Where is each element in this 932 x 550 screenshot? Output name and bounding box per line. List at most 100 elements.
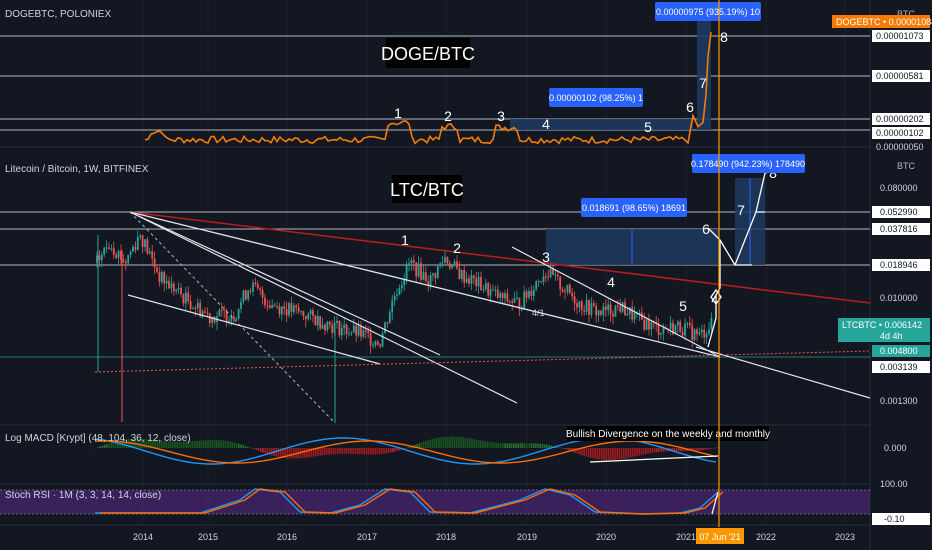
candle-body: [614, 305, 617, 317]
macd-bar: [275, 448, 277, 457]
candle-body: [364, 330, 367, 332]
macd-bar: [106, 443, 108, 448]
macd-bar: [603, 448, 605, 461]
macd-bar: [629, 448, 632, 458]
macd-bar: [332, 448, 335, 455]
macd-bar: [546, 444, 548, 448]
candle-body: [136, 236, 139, 250]
candle-body: [355, 325, 358, 336]
macd-bar: [189, 441, 192, 448]
candle-body: [484, 283, 487, 290]
macd-bar: [565, 448, 568, 450]
macd-bar: [561, 448, 563, 449]
candle-body: [468, 278, 470, 284]
candle-body: [588, 299, 590, 315]
red-resistance-trendline: [129, 211, 871, 304]
macd-bar: [359, 448, 361, 455]
macd-bar: [260, 448, 262, 452]
macd-bar: [574, 448, 577, 453]
candle-body: [482, 289, 485, 291]
candle-body: [225, 310, 228, 323]
macd-bar: [178, 441, 181, 448]
candle-body: [607, 304, 610, 310]
candle-body: [535, 281, 538, 290]
candle-body: [182, 294, 185, 304]
candle-body: [456, 261, 458, 269]
macd-bar: [521, 443, 524, 448]
candle-body: [357, 326, 360, 336]
wave-label: 1: [394, 105, 402, 121]
doge-currency: BTC: [897, 9, 916, 19]
candle-body: [700, 329, 703, 333]
doge-panel-title: DOGEBTC, POLONIEX: [5, 9, 111, 20]
macd-bar: [473, 439, 475, 448]
candle-body: [681, 331, 684, 336]
macd-bar: [658, 448, 660, 452]
macd-bar: [152, 439, 154, 448]
macd-bar: [515, 443, 517, 448]
macd-bar: [319, 448, 321, 456]
candle-body: [679, 321, 682, 332]
candle-body: [552, 268, 554, 275]
dotted-support-line: [94, 350, 871, 373]
candle-body: [326, 321, 329, 331]
candle-body: [381, 333, 384, 347]
wave-label: 7: [699, 75, 707, 91]
dashed-fan-trendline: [129, 211, 336, 424]
doge-level: 0.00000050: [876, 142, 924, 152]
macd-bar: [383, 448, 385, 454]
macd-bar: [656, 448, 658, 453]
macd-bar: [282, 448, 284, 458]
macd-bar: [559, 447, 561, 449]
wave-label: 1: [401, 232, 409, 248]
macd-bar: [526, 443, 528, 448]
candle-body: [616, 305, 619, 307]
candle-body: [309, 310, 312, 315]
macd-bar: [627, 448, 629, 458]
candle-body: [513, 298, 516, 303]
macd-bar: [506, 443, 508, 448]
candle-body: [283, 306, 286, 309]
candle-body: [559, 276, 562, 290]
wave-label: 2: [453, 240, 461, 256]
macd-bar: [123, 439, 126, 448]
macd-bar: [213, 439, 216, 448]
macd-bar: [202, 440, 205, 448]
candle-body: [585, 299, 588, 312]
candle-body: [520, 308, 523, 310]
candle-body: [165, 280, 168, 284]
stoch-arrow: [711, 491, 719, 515]
candle-body: [388, 312, 391, 324]
macd-bar: [433, 438, 436, 448]
price-axis: BTC DOGEBTC • 0.00001084 0.00001073 0.00…: [832, 9, 932, 525]
macd-bar: [504, 443, 506, 448]
candle-body: [662, 327, 665, 334]
candle-body: [412, 260, 415, 263]
macd-bar: [167, 441, 170, 448]
candle-body: [696, 329, 698, 335]
candle-body: [518, 297, 521, 310]
candle-body: [271, 304, 274, 309]
macd-bar: [653, 448, 656, 453]
macd-bar: [180, 441, 183, 448]
macd-bar: [139, 438, 141, 448]
macd-bar: [266, 448, 269, 455]
candle-body: [578, 301, 581, 308]
macd-bar: [136, 438, 139, 448]
macd-bar: [326, 448, 328, 455]
macd-bar: [176, 441, 178, 448]
candle-body: [427, 281, 430, 286]
candle-body: [475, 278, 478, 287]
candle-body: [669, 322, 672, 329]
macd-bar: [642, 448, 645, 455]
doge-callout-small-bg: [549, 88, 643, 107]
candle-body: [170, 283, 173, 289]
macd-bar: [664, 448, 667, 452]
candle-body: [254, 282, 257, 284]
wave-label: 8: [720, 29, 728, 45]
macd-bar: [675, 448, 678, 452]
candle-body: [199, 302, 202, 317]
candle-body: [194, 307, 197, 309]
macd-bar: [141, 438, 143, 448]
